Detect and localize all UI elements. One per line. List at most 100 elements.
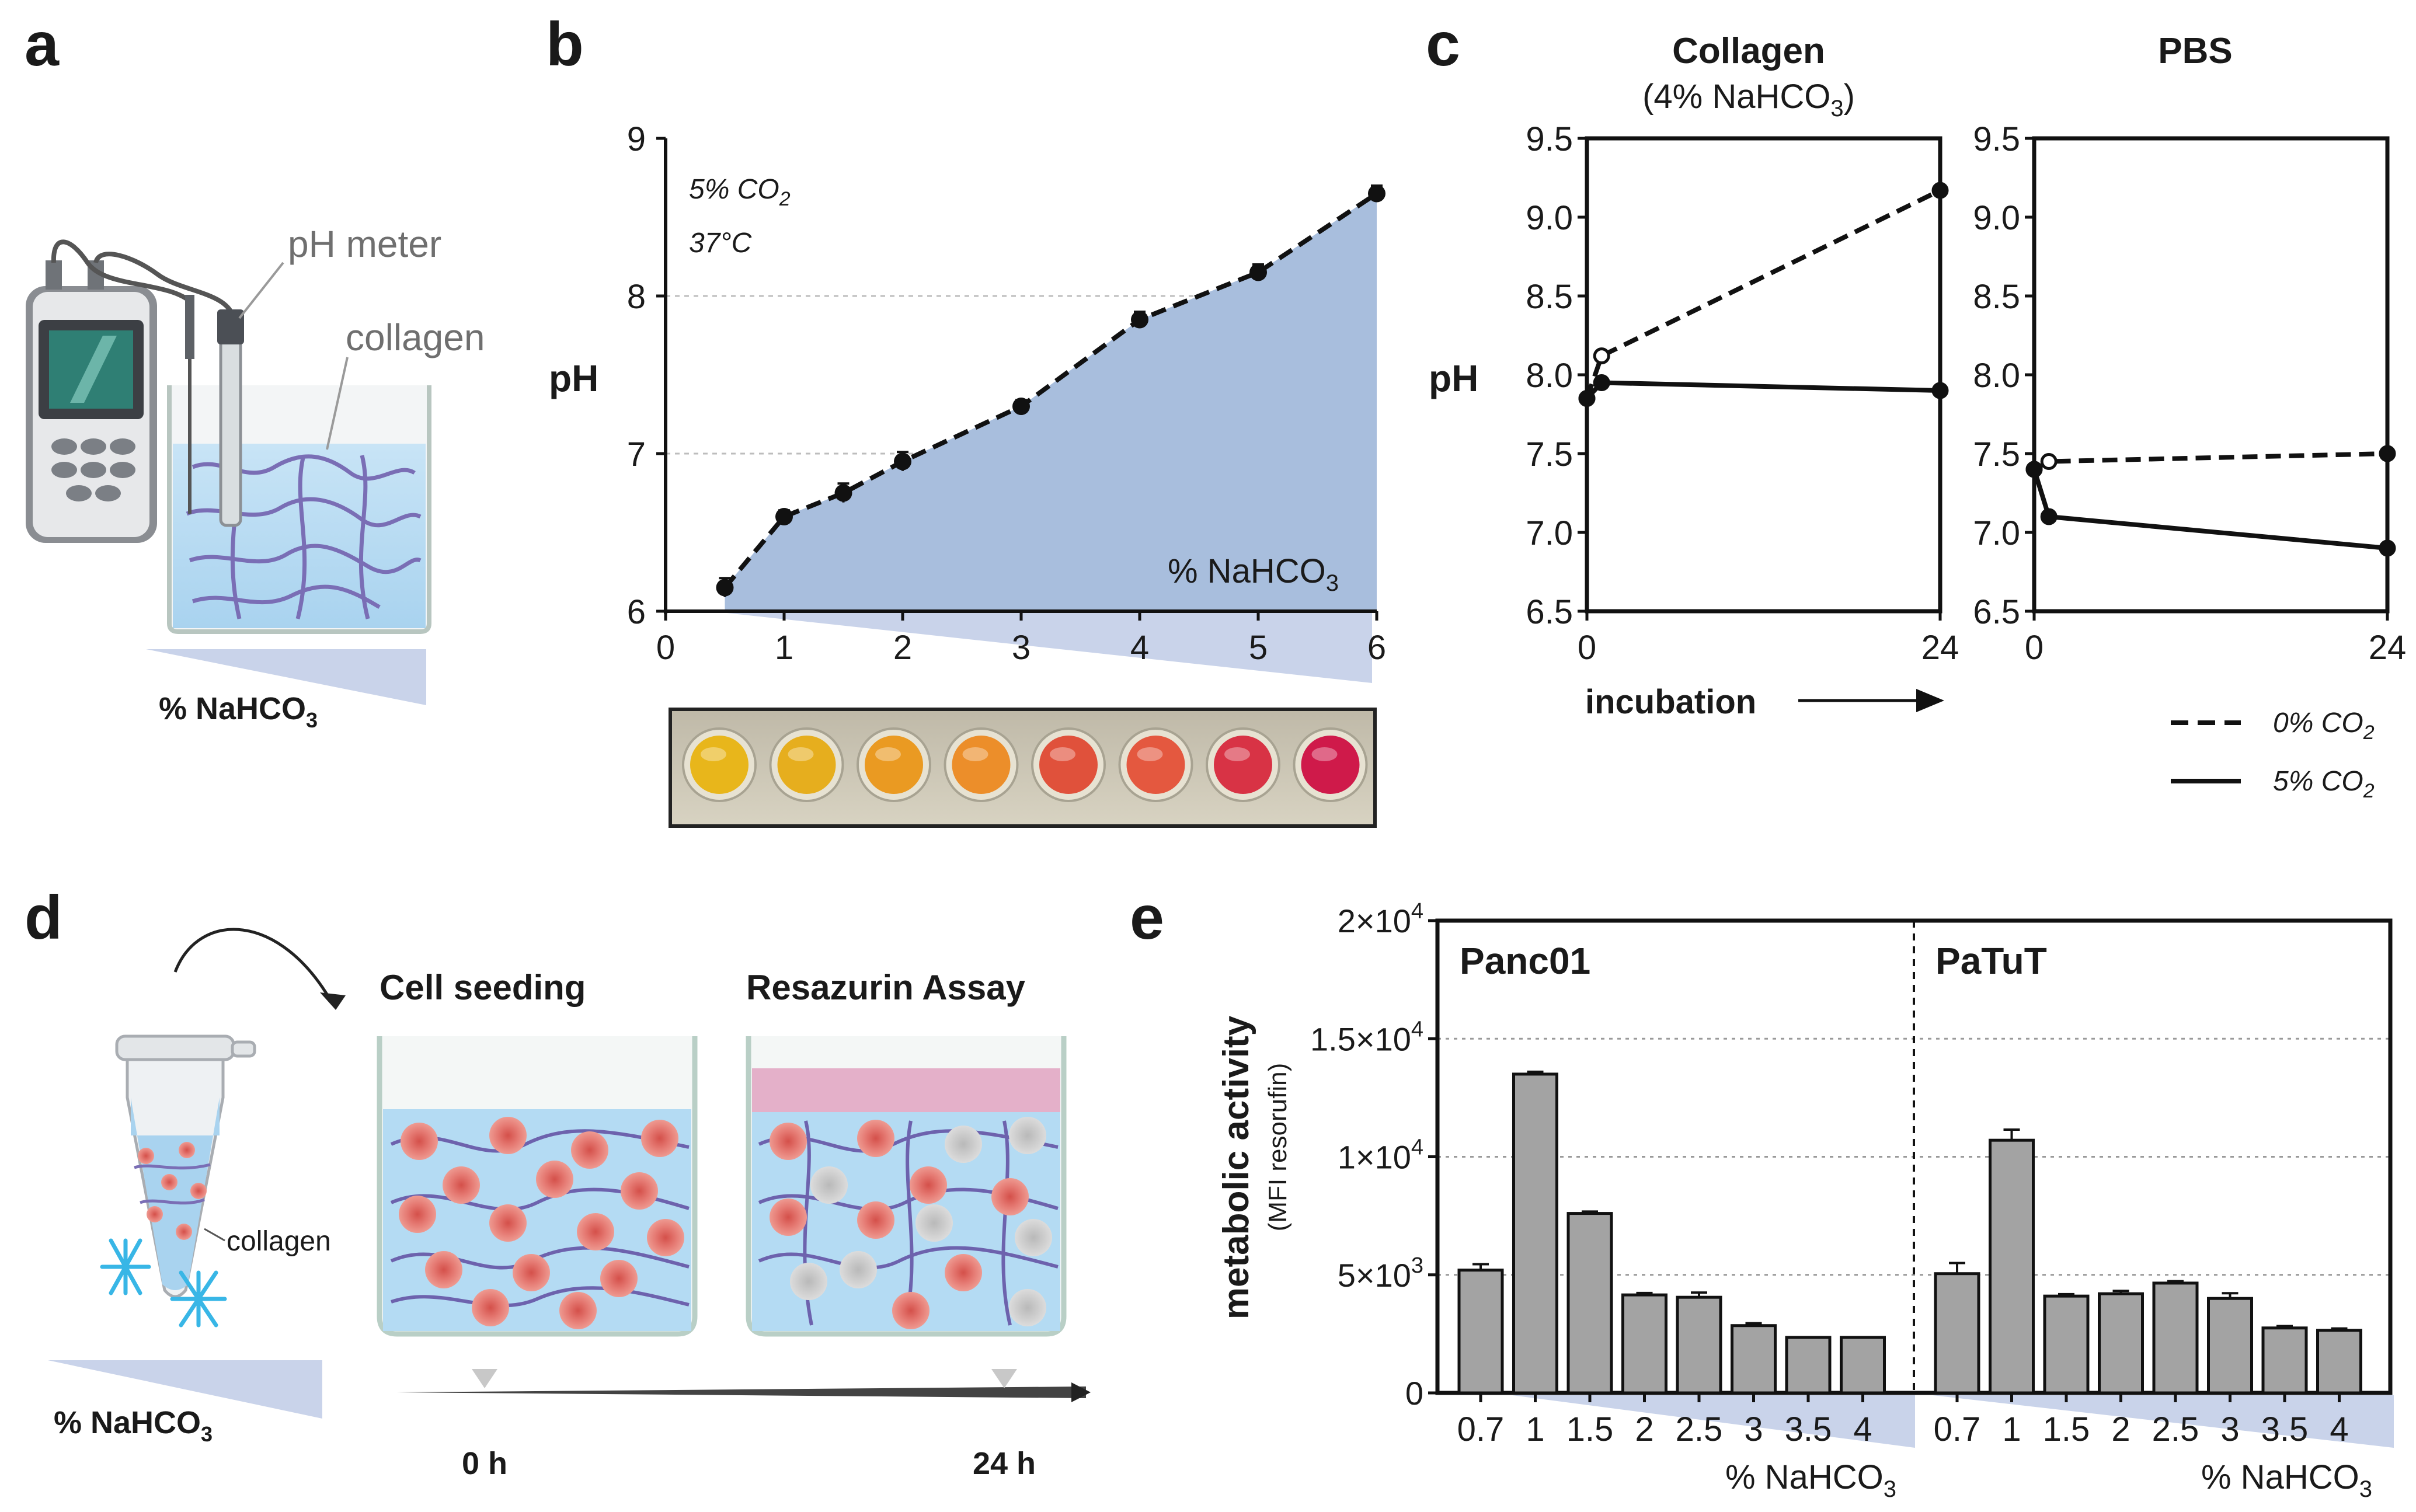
series-line-5co2: [2032, 468, 2388, 551]
snowflake-icon: [100, 1238, 227, 1328]
data-point: [2379, 539, 2396, 557]
panel-e-ylabel-sub: (MFI resorufin): [1263, 1063, 1292, 1231]
x-tick-label-e: 1: [2002, 1410, 2021, 1448]
nahco3-gradient-wedge-e-right: [1933, 1395, 2394, 1448]
well-highlight: [701, 747, 726, 761]
bar-patut-3: [2207, 1297, 2253, 1395]
y-tick-label: 7.5: [1973, 436, 2020, 473]
y-tick-label: 9.0: [1973, 199, 2020, 237]
time-0h: 0 h: [462, 1446, 507, 1481]
bar-panc01-3.5: [1785, 1336, 1832, 1395]
panel-e-xlabel-right: % NaHCO3: [2201, 1458, 2372, 1502]
nahco3-label-d: % NaHCO3: [54, 1405, 213, 1446]
y-tick-label-e: 5×103: [1338, 1253, 1423, 1294]
data-point: [2040, 453, 2058, 470]
panel-b-area: [725, 193, 1377, 611]
panel-c: c Collagen (4% NaHCO3) PBS pH 6.5 7.0 7.5 8…: [1426, 10, 2406, 802]
bar-patut-0.7: [1934, 1272, 1980, 1395]
collagen-subtitle: (4% NaHCO3): [1642, 78, 1855, 121]
y-tick-label: 9.0: [1526, 199, 1573, 237]
well-highlight: [1224, 747, 1250, 761]
collagen-label-d: collagen: [227, 1226, 331, 1257]
panel-c-ylabel: pH: [1429, 357, 1478, 399]
x-tick-label-b: 0: [656, 629, 675, 667]
y-tick-label: 6.5: [1526, 593, 1573, 631]
area-label-nahco3: % NaHCO3: [1168, 552, 1339, 596]
x-tick-label-e: 2: [2111, 1410, 2130, 1448]
data-point-b: [1368, 184, 1385, 203]
y-tick-label: 7.5: [1526, 436, 1573, 473]
nahco3-gradient-wedge-a: [146, 649, 426, 705]
well-sample: [952, 736, 1011, 794]
bar-patut-1: [1989, 1138, 2035, 1395]
x-tick-label-e: 3: [1744, 1410, 1763, 1448]
x-tick-label-e: 3.5: [2261, 1410, 2309, 1448]
well-highlight: [875, 747, 901, 761]
well-highlight: [788, 747, 814, 761]
y-tick-label: 8.0: [1973, 357, 2020, 395]
bar-panc01-2: [1621, 1293, 1667, 1395]
data-point: [2040, 508, 2058, 525]
marker-0h-icon: [472, 1369, 497, 1388]
pbs-title: PBS: [2158, 31, 2232, 71]
bar-patut-3.5: [2261, 1326, 2308, 1395]
beaker-icon: [167, 295, 431, 634]
panel-d-letter: d: [25, 883, 62, 952]
group-label-patut: PaTuT: [1935, 940, 2047, 982]
panel-a: a: [25, 10, 485, 732]
x-tick-label-e: 1: [1526, 1410, 1544, 1448]
y-tick-label-b: 9: [627, 120, 646, 158]
well-sample: [1301, 736, 1360, 794]
y-tick-label-e: 0: [1405, 1375, 1423, 1412]
data-point-b: [894, 452, 911, 471]
panel-e: e metabolic activity (MFI resorufin) 0 5×…: [1130, 883, 2394, 1502]
x-tick-label-e: 2.5: [2152, 1410, 2199, 1448]
panel-d: d collagen % NaHCO3 Cell seeding Resazur…: [25, 883, 1091, 1481]
group-label-panc01: Panc01: [1460, 940, 1590, 982]
time-24h: 24 h: [973, 1446, 1036, 1481]
data-point: [1931, 382, 1949, 399]
x-tick-label-e: 3.5: [1785, 1410, 1832, 1448]
y-tick-label: 8.0: [1526, 357, 1573, 395]
data-point: [1931, 182, 1949, 199]
x-tick-label: 0: [2025, 629, 2043, 667]
bar-patut-1.5: [2043, 1294, 2090, 1395]
well-resazurin-assay: [746, 1036, 1067, 1337]
x-tick-label: 24: [1921, 629, 1959, 667]
data-point-b: [1012, 398, 1030, 415]
y-tick-label: 6.5: [1973, 593, 2020, 631]
data-point-b: [834, 484, 852, 502]
nahco3-gradient-wedge-d: [48, 1360, 322, 1419]
data-point: [2379, 445, 2396, 462]
collagen-chart: 6.5 7.0 7.5 8.0 8.5 9.0 9.5 0 24: [1526, 120, 1959, 667]
x-tick-label-e: 4: [2330, 1410, 2348, 1448]
y-tick-label-e: 1.5×104: [1310, 1017, 1423, 1057]
x-tick-label-e: 1.5: [2043, 1410, 2090, 1448]
eppendorf-tube-icon: [115, 928, 346, 1298]
bar-patut-2.5: [2152, 1281, 2199, 1395]
well-row: [682, 727, 1368, 802]
y-tick-label: 9.5: [1526, 120, 1573, 158]
bar-panc01-1.5: [1566, 1212, 1613, 1395]
well-highlight: [1137, 747, 1163, 761]
nahco3-label-a: % NaHCO3: [159, 691, 318, 732]
well-sample: [777, 736, 836, 794]
panel-b: b pH 0 1 2 3 4 5 6 6 7 8 9 5% CO2 37°C % NaHCO3: [546, 10, 1386, 828]
condition-co2: 5% CO2: [689, 174, 791, 210]
well-highlight: [1050, 747, 1075, 761]
x-tick-label: 0: [1578, 629, 1596, 667]
y-tick-label: 7.0: [1526, 514, 1573, 552]
data-point-b: [1249, 263, 1267, 281]
x-tick-label-e: 3: [2220, 1410, 2239, 1448]
bar-panc01-4: [1840, 1336, 1886, 1395]
data-point-b: [775, 508, 793, 525]
y-tick-label-b: 8: [627, 278, 646, 316]
x-tick-label-b: 3: [1012, 629, 1031, 667]
x-tick-label-b: 5: [1249, 629, 1268, 667]
y-tick-label: 9.5: [1973, 120, 2020, 158]
well-highlight: [962, 747, 988, 761]
timeline-bar: [397, 1386, 1086, 1398]
condition-temperature: 37°C: [689, 228, 752, 259]
x-tick-label-e: 0.7: [1457, 1410, 1505, 1448]
well-highlight: [1311, 747, 1338, 761]
